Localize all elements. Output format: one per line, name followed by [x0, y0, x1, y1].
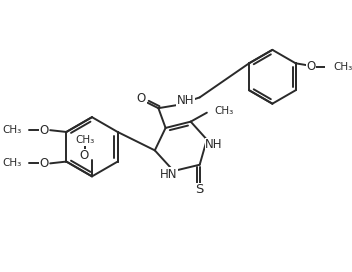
- Text: HN: HN: [159, 168, 177, 181]
- Text: O: O: [39, 157, 49, 170]
- Text: O: O: [137, 92, 146, 105]
- Text: CH₃: CH₃: [2, 125, 21, 135]
- Text: O: O: [39, 124, 49, 137]
- Text: CH₃: CH₃: [2, 158, 21, 168]
- Text: O: O: [79, 149, 88, 162]
- Text: CH₃: CH₃: [75, 135, 94, 146]
- Text: S: S: [195, 183, 204, 196]
- Text: CH₃: CH₃: [333, 62, 352, 72]
- Text: CH₃: CH₃: [214, 106, 233, 116]
- Text: O: O: [306, 60, 316, 73]
- Text: NH: NH: [177, 94, 194, 107]
- Text: NH: NH: [205, 138, 223, 152]
